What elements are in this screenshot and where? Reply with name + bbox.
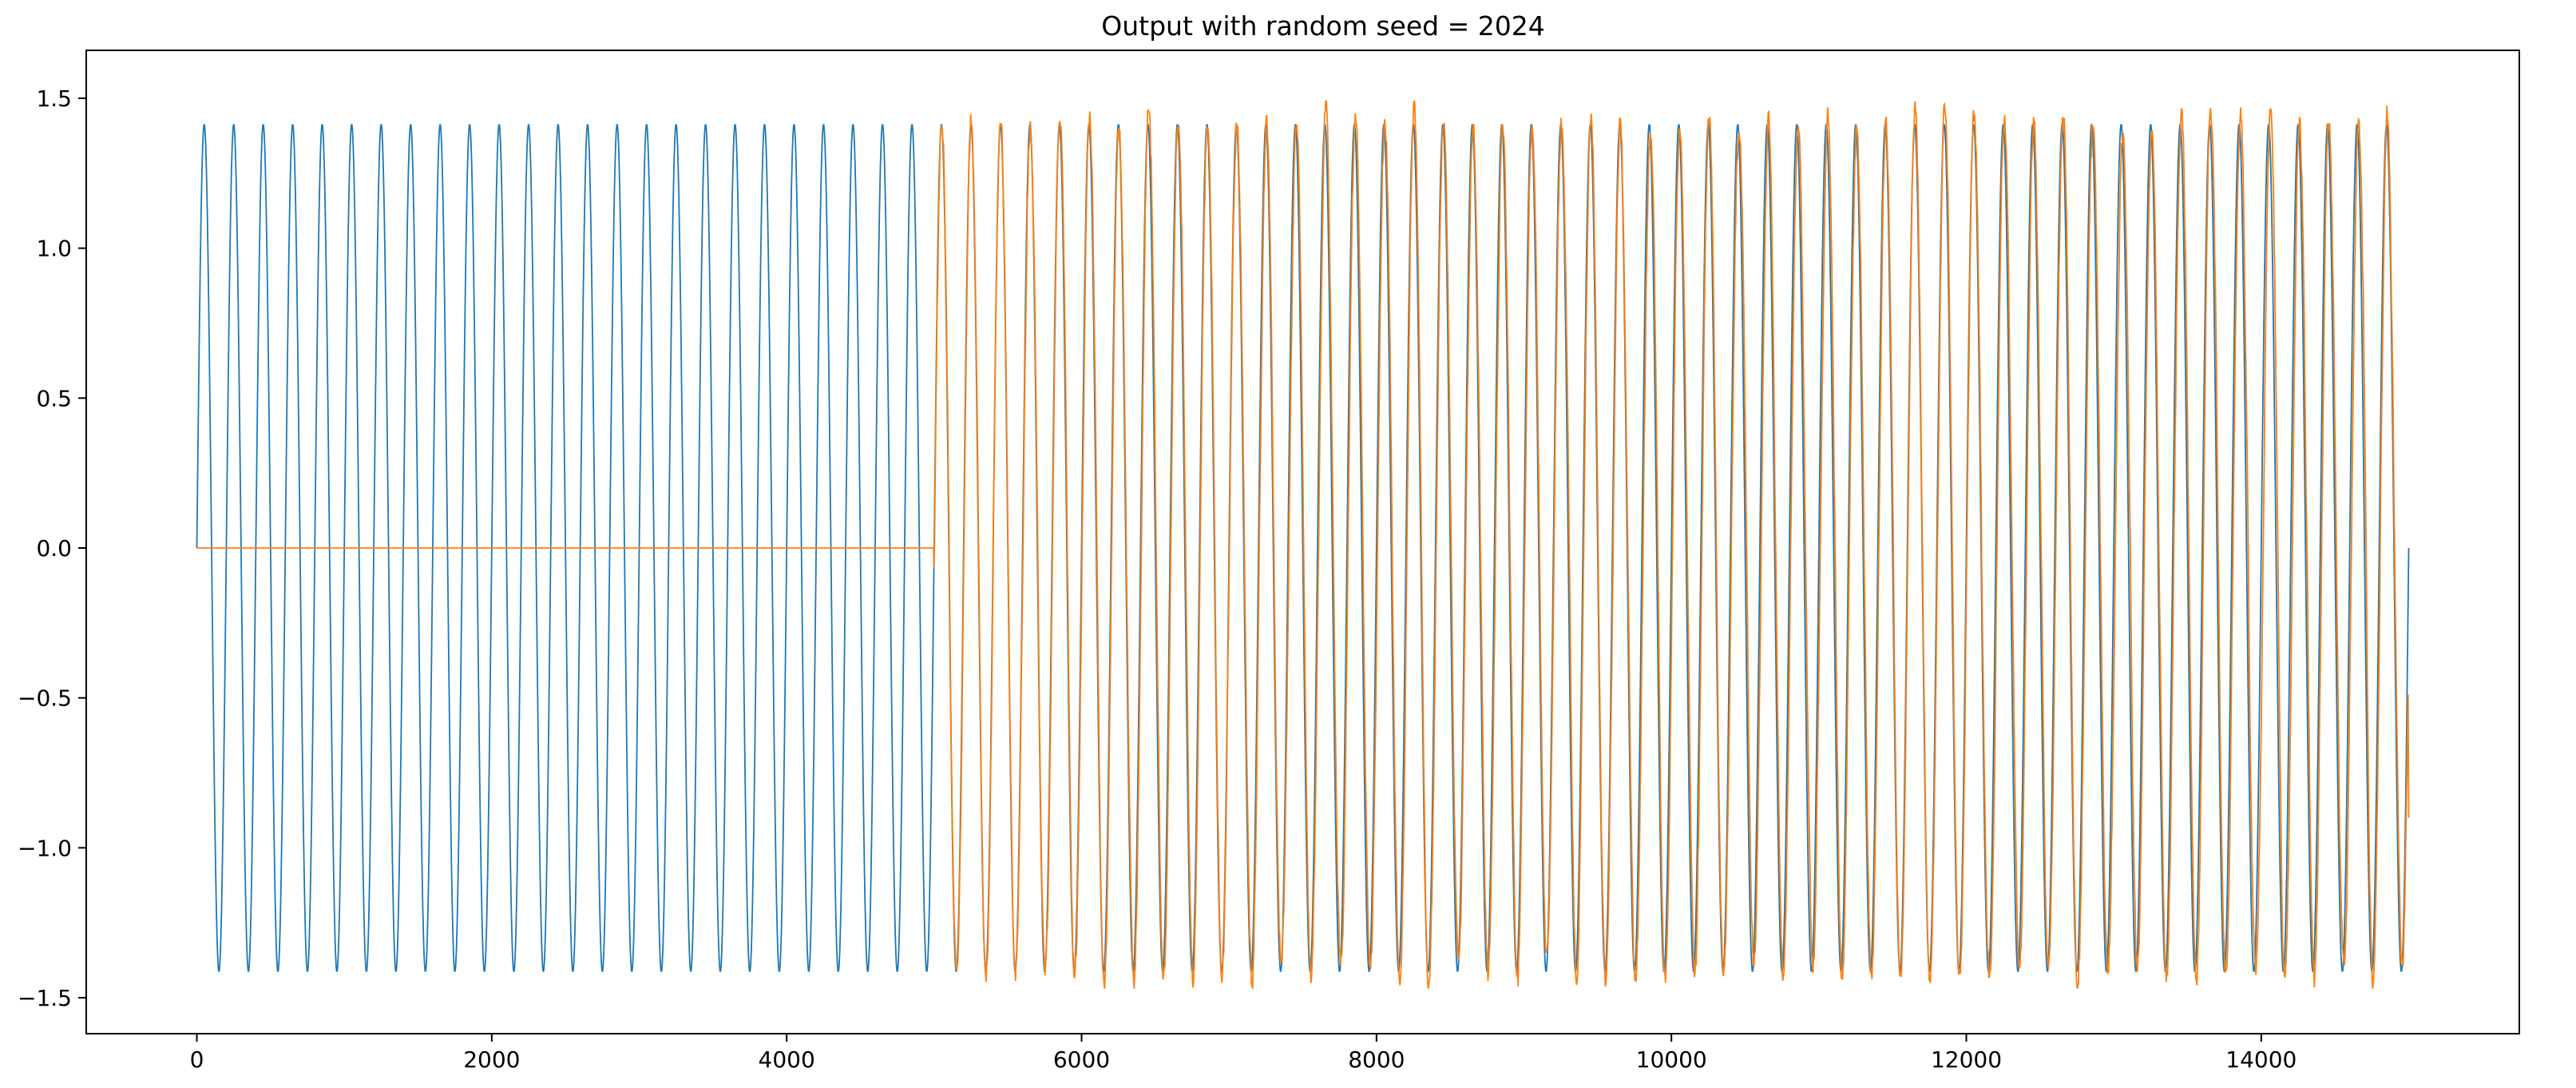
y-tick-label: −0.5 [18, 685, 72, 712]
series-layer [196, 100, 2410, 989]
x-tick-label: 14000 [2225, 1046, 2297, 1073]
series-2-line [196, 100, 2410, 989]
x-tick-label: 2000 [463, 1046, 520, 1073]
y-tick-label: −1.5 [18, 985, 72, 1011]
y-tick-label: 1.5 [36, 85, 72, 112]
y-axis: −1.5 −1.0 −0.5 0.0 0.5 1.0 1.5 [18, 85, 86, 1011]
y-tick-label: 1.0 [36, 236, 72, 262]
x-tick-label: 6000 [1053, 1046, 1110, 1073]
x-tick-label: 12000 [1931, 1046, 2002, 1073]
x-axis: 0 2000 4000 6000 8000 10000 12000 14000 [190, 1034, 2297, 1073]
y-tick-label: 0.5 [36, 385, 72, 411]
x-tick-label: 8000 [1348, 1046, 1405, 1073]
x-tick-label: 0 [190, 1046, 204, 1073]
y-tick-label: 0.0 [36, 535, 72, 562]
x-tick-label: 4000 [759, 1046, 815, 1073]
chart-title: Output with random seed = 2024 [1101, 10, 1544, 42]
x-tick-label: 10000 [1636, 1046, 1707, 1073]
y-tick-label: −1.0 [18, 835, 72, 861]
plot-frame [85, 50, 2520, 1034]
